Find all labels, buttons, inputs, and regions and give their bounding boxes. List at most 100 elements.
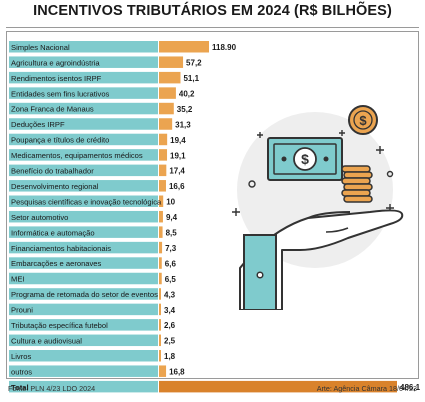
category-label: outros: [11, 367, 32, 376]
value-label: 19,1: [170, 151, 186, 160]
value-label: 9,4: [166, 213, 178, 222]
category-label-bar: [9, 164, 158, 177]
category-label: Simples Nacional: [11, 43, 70, 52]
value-bar: [159, 241, 163, 254]
credit-note: Arte: Agência Câmara 18/04/23: [316, 384, 417, 393]
category-label-bar: [9, 149, 158, 161]
category-label-bar: [9, 365, 158, 377]
category-label-bar: [9, 87, 158, 99]
value-label: 51,1: [183, 74, 199, 83]
value-bar: [159, 133, 168, 146]
value-label: 3,4: [164, 306, 176, 315]
category-label-bar: [9, 226, 158, 238]
category-label-bar: [9, 257, 158, 269]
value-label: 57,2: [186, 59, 202, 68]
value-bar: [159, 164, 167, 177]
category-label-bar: [9, 133, 158, 146]
category-label: Deduções IRPF: [11, 120, 65, 129]
value-bar: [159, 319, 161, 331]
value-bar: [159, 102, 174, 115]
category-label: Rendimentos isentos IRPF: [11, 74, 102, 83]
value-bar: [159, 56, 184, 68]
value-bar: [159, 226, 163, 238]
category-label-bar: [9, 350, 158, 362]
value-bar: [159, 195, 164, 207]
value-bar: [159, 210, 163, 223]
category-label-bar: [9, 303, 158, 316]
category-label-bar: [9, 180, 158, 192]
value-bar: [159, 118, 173, 130]
category-label: Poupança e títulos de crédito: [11, 136, 109, 145]
value-label: 486,1: [400, 383, 421, 392]
value-label: 40,2: [179, 89, 195, 98]
value-label: 118.90: [212, 43, 237, 52]
value-label: 35,2: [177, 105, 193, 114]
category-label-bar: [9, 56, 158, 68]
money-hand-illustration: $ $: [232, 105, 404, 310]
value-bar: [159, 71, 181, 84]
category-label: Cultura e audiovisual: [11, 336, 82, 345]
value-bar: [159, 41, 209, 53]
category-label: Medicamentos, equipamentos médicos: [11, 151, 143, 160]
category-label: Pesquisas científicas e inovação tecnoló…: [11, 197, 162, 206]
value-label: 7,3: [165, 244, 177, 253]
value-bar: [159, 350, 161, 362]
value-label: 16,6: [169, 182, 185, 191]
banknote-icon: $: [267, 137, 343, 181]
chart-frame: [6, 31, 419, 379]
category-label: Tributação específica futebol: [11, 321, 108, 330]
coin-icon: $: [348, 105, 378, 135]
category-label-bar: [9, 41, 158, 53]
source-note: Fonte: PLN 4/23 LDO 2024: [8, 384, 96, 393]
value-bar: [159, 87, 176, 99]
value-label: 31,3: [175, 120, 191, 129]
category-label-bar: [9, 210, 158, 223]
value-label: 1,8: [164, 352, 176, 361]
value-bar: [159, 180, 166, 192]
value-label: 6,5: [165, 275, 177, 284]
category-label: Zona Franca de Manaus: [11, 105, 94, 114]
value-bar: [159, 380, 397, 393]
category-label: Embarcações e aeronaves: [11, 259, 102, 268]
category-label: Livros: [11, 352, 31, 361]
svg-text:$: $: [359, 113, 367, 128]
svg-text:$: $: [301, 151, 309, 167]
category-label-bar: [9, 195, 158, 207]
value-label: 17,4: [169, 167, 185, 176]
category-label-bar: [9, 71, 158, 84]
category-label: Prouni: [11, 306, 33, 315]
value-label: 4,3: [164, 290, 176, 299]
category-label: Entidades sem fins lucrativos: [11, 89, 110, 98]
value-label: 2,6: [164, 321, 176, 330]
category-label-bar: [9, 288, 158, 300]
category-label: Benefício do trabalhador: [11, 167, 94, 176]
chart-title: INCENTIVOS TRIBUTÁRIOS EM 2024 (R$ BILHÕ…: [33, 3, 392, 19]
value-label: 2,5: [164, 337, 176, 346]
category-label-bar: [9, 334, 158, 347]
value-label: 8,5: [166, 229, 178, 238]
category-label-bar: [9, 380, 158, 393]
category-label: Agricultura e agroindústria: [11, 58, 100, 67]
value-bar: [159, 149, 168, 161]
category-label-bar: [9, 118, 158, 130]
category-label: Informática e automação: [11, 228, 95, 237]
category-label: Desenvolvimento regional: [11, 182, 99, 191]
value-bar: [159, 365, 167, 377]
value-label: 16,8: [169, 368, 185, 377]
category-label-bar: [9, 319, 158, 331]
value-label: 10: [166, 198, 175, 207]
title-divider: [6, 27, 419, 28]
category-label: Programa de retomada do setor de eventos: [11, 290, 158, 299]
category-label-bar: [9, 241, 158, 254]
value-bar: [159, 257, 162, 269]
value-bar: [159, 272, 162, 285]
value-bar: [159, 288, 161, 300]
category-label: MEI: [11, 275, 25, 284]
value-bar: [159, 334, 161, 347]
category-label: Total: [11, 383, 29, 392]
hand-icon: [239, 209, 404, 310]
category-label: Financiamentos habitacionais: [11, 244, 111, 253]
category-label-bar: [9, 102, 158, 115]
category-label-bar: [9, 272, 158, 285]
